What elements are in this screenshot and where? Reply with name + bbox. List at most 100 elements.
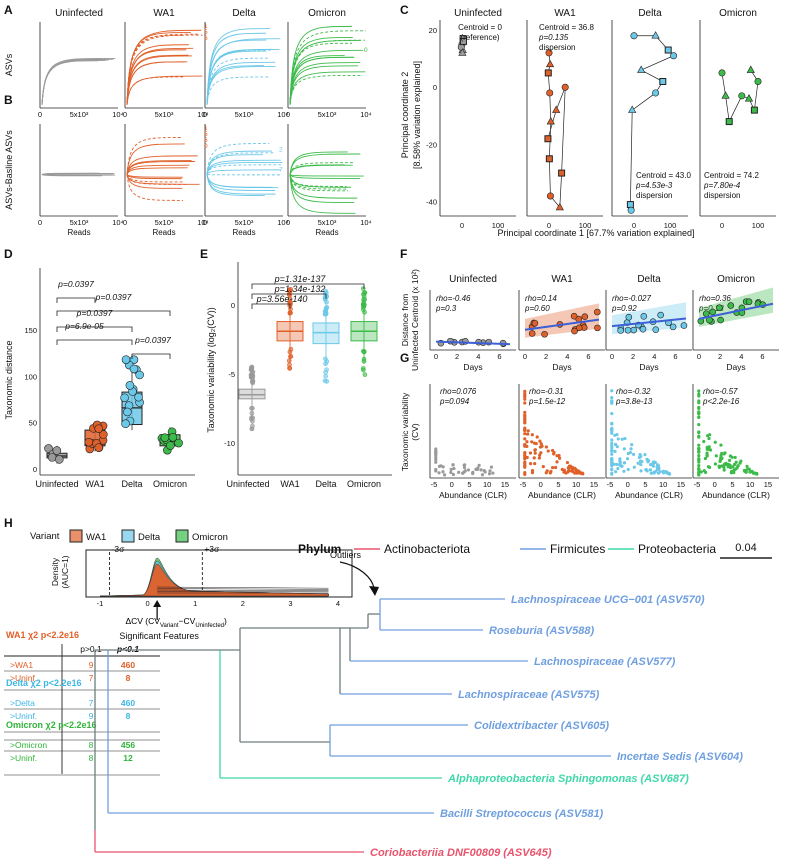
axis-tick-label: -20: [426, 140, 437, 149]
tree-scale-label: 0.04: [735, 542, 756, 554]
axis-tick-label: 0: [632, 221, 636, 230]
rarefaction-curve: [126, 155, 198, 175]
confidence-band: [699, 287, 773, 327]
axis-tick-label: 0: [38, 110, 42, 119]
panelG-point: [523, 437, 527, 441]
axis-tick-label: 5x10³: [70, 110, 89, 119]
pcoa-point: [670, 52, 678, 60]
table-cell: 8: [89, 740, 94, 750]
panelF-point: [594, 324, 601, 332]
pcoa-point: [627, 206, 635, 214]
panelA-title-omicron: Omicron: [308, 8, 346, 19]
pcoa-point: [561, 83, 569, 91]
outlier-point: [323, 309, 328, 314]
panelG-point: [652, 470, 656, 474]
panelG-point: [530, 440, 534, 444]
axis-tick-label: 0: [713, 480, 717, 489]
axis-tick-label: 0: [123, 110, 127, 119]
density-tail: [157, 586, 329, 589]
panelG-point: [523, 457, 527, 461]
axis-tick-label: 4: [336, 599, 340, 608]
rarefaction-curve: [126, 75, 203, 106]
panelE-xtick: Delta: [315, 479, 336, 489]
panel-letter-B: B: [4, 93, 13, 107]
panelH-density-ylabel-2: (AUC=1): [60, 555, 70, 588]
outlier-point: [288, 310, 293, 316]
pcoa-point: [725, 118, 733, 126]
panelG-point: [434, 452, 438, 456]
pcoa-point: [545, 59, 555, 68]
table-col-header-2: p<0.1: [116, 644, 139, 654]
tree-tip-label: Lachnospiraceae UCG−001 (ASV570): [511, 594, 705, 606]
panelF-point: [640, 313, 648, 320]
panelG-point: [439, 464, 443, 468]
panelG-point: [610, 457, 614, 461]
legend-label-wa1: WA1: [86, 532, 106, 543]
rarefaction-curve: [41, 57, 116, 106]
axis-tick-label: 4: [739, 352, 743, 361]
panelG-point: [482, 469, 486, 473]
axis-tick-label: -1: [97, 599, 104, 608]
pcoa-point: [545, 155, 553, 163]
panelH-sigma-right: +3σ: [204, 544, 220, 554]
panelF-xlabel: Days: [726, 362, 745, 372]
table-col-header-1: p>0.1: [80, 644, 102, 654]
panelE-xtick: Omicron: [347, 479, 381, 489]
panelG-point: [706, 434, 710, 438]
regression-line: [611, 317, 687, 328]
rarefaction-curve: [41, 58, 102, 106]
panelG-point: [615, 433, 619, 437]
panelG-point: [657, 465, 661, 469]
panelG-point: [630, 443, 634, 447]
panelC-omicron-note: Centroid = 74.2: [704, 171, 759, 180]
panelD-xtick: WA1: [85, 479, 104, 489]
panelG-point: [722, 452, 726, 456]
outlier-point: [323, 373, 328, 379]
axis-tick-label: 5: [730, 480, 734, 489]
panelG-point: [610, 412, 614, 416]
panelG-point: [697, 389, 701, 393]
box-point: [135, 370, 144, 380]
table-row-label: >WA1: [10, 660, 33, 670]
panelG-point: [648, 468, 653, 472]
rarefaction-curve: [126, 61, 188, 106]
axis-tick-label: 6: [497, 352, 501, 361]
panelE-bracket-pvalue: p=1.34e-132: [274, 284, 326, 294]
panelG-point: [541, 464, 545, 469]
panelG-point: [580, 472, 584, 476]
panelG-point: [708, 448, 713, 452]
panelF-rho: rho=0.14: [525, 294, 557, 303]
panelG-point: [477, 463, 481, 467]
panelG-point: [651, 461, 655, 465]
box-point: [47, 453, 57, 462]
table-cell: 460: [121, 660, 135, 670]
panelG-point: [732, 462, 737, 467]
panelF-point: [745, 298, 753, 305]
panelG-point: [533, 451, 537, 455]
legend-swatch-delta: [121, 529, 135, 543]
panelG-xlabel: Abundance (CLR): [528, 490, 596, 500]
axis-tick-label: 1: [193, 599, 197, 608]
panelG-point: [697, 467, 701, 472]
pcoa-point: [544, 135, 552, 143]
curve-end-label: 5: [204, 29, 208, 36]
tree-tip-label: Roseburia (ASV588): [489, 625, 594, 637]
panelC-title-uninfected: Uninfected: [454, 8, 502, 19]
panelG-point: [728, 454, 732, 458]
axis-tick-label: 2: [718, 352, 722, 361]
curve-end-label: 0: [204, 143, 208, 150]
panelF-xlabel: Days: [552, 362, 571, 372]
panelF-point: [716, 304, 723, 312]
panelG-point: [640, 460, 644, 464]
panelG-point: [523, 470, 527, 475]
panelG-rho: rho=-0.31: [529, 387, 563, 396]
phylum-legend-label: Proteobacteria: [638, 542, 716, 556]
rarefaction-curve: [126, 174, 183, 189]
panelG-point: [747, 467, 751, 471]
table-row-label: >Uninf.: [10, 753, 37, 763]
pcoa-point: [718, 69, 726, 77]
rarefaction-curve: [126, 31, 191, 106]
panelG-point: [748, 470, 752, 474]
pcoa-point: [546, 89, 554, 97]
rarefaction-curve: [206, 174, 276, 195]
